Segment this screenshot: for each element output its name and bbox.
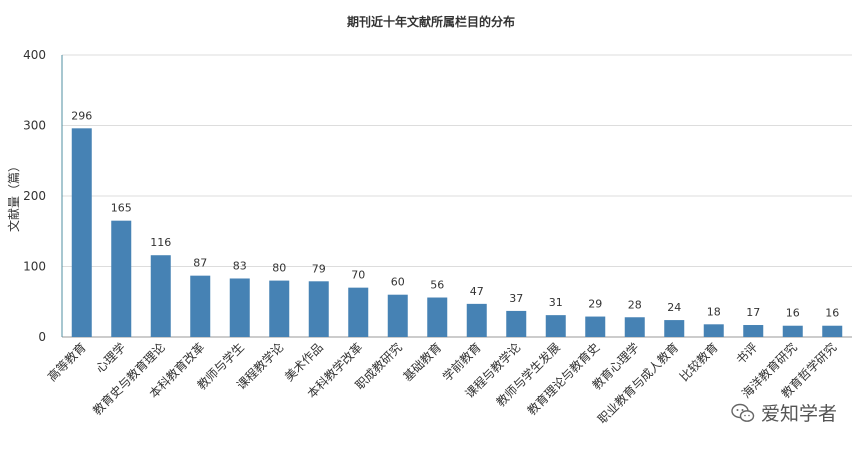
data-label: 83 xyxy=(233,259,247,272)
data-label: 18 xyxy=(707,305,721,318)
x-tick-label: 高等教育 xyxy=(44,340,89,385)
data-label: 29 xyxy=(588,298,602,311)
data-label: 17 xyxy=(746,306,760,319)
data-label: 70 xyxy=(351,269,365,282)
data-label: 24 xyxy=(667,301,681,314)
data-labels-layer: 296 165 116 87 83 80 79 70 60 56 47 37 31 29 28 24 18 17 1… xyxy=(71,109,839,319)
data-label: 47 xyxy=(470,285,484,298)
bar[interactable] xyxy=(387,294,408,337)
data-label: 16 xyxy=(825,307,839,320)
bar[interactable] xyxy=(585,316,606,337)
bar[interactable] xyxy=(782,325,803,337)
bar[interactable] xyxy=(150,255,171,337)
y-tick-label: 200 xyxy=(23,189,46,203)
x-tick-label: 比较教育 xyxy=(676,340,721,385)
bar[interactable] xyxy=(190,275,211,337)
bar[interactable] xyxy=(545,315,566,337)
bar[interactable] xyxy=(348,287,369,337)
data-label: 296 xyxy=(71,109,92,122)
data-label: 60 xyxy=(391,276,405,289)
watermark: 爱知学者 xyxy=(731,399,837,426)
bar[interactable] xyxy=(427,297,448,337)
bars-layer xyxy=(71,128,843,337)
bar[interactable] xyxy=(269,280,290,337)
data-label: 79 xyxy=(312,262,326,275)
x-tick-label: 基础教育 xyxy=(400,340,445,385)
bar[interactable] xyxy=(308,281,329,337)
bar[interactable] xyxy=(743,325,764,337)
y-tick-label: 400 xyxy=(23,48,46,62)
bar[interactable] xyxy=(703,324,724,337)
data-label: 80 xyxy=(272,262,286,275)
data-label: 87 xyxy=(193,257,207,270)
watermark-text: 爱知学者 xyxy=(760,403,837,425)
x-tick-label: 心理学 xyxy=(92,340,128,376)
bar[interactable] xyxy=(506,310,527,337)
bar[interactable] xyxy=(71,128,92,337)
bar[interactable] xyxy=(229,278,250,337)
x-tick-label: 教育理论与教育史 xyxy=(524,340,602,418)
grid-layer: 0 100 200 300 400 xyxy=(23,48,852,344)
x-tick-labels-layer: 高等教育 心理学教育史与教育理论本科教育改革教师与学生课程教学论美术作品本科教学改… xyxy=(44,340,839,427)
y-tick-label: 300 xyxy=(23,119,46,133)
data-label: 31 xyxy=(549,296,563,309)
data-label: 16 xyxy=(786,307,800,320)
bar[interactable] xyxy=(822,325,843,337)
x-tick-label: 书评 xyxy=(733,340,760,367)
bar[interactable] xyxy=(664,320,685,337)
data-label: 165 xyxy=(111,202,132,215)
data-label: 116 xyxy=(150,236,171,249)
bar[interactable] xyxy=(111,220,132,337)
wechat-icon xyxy=(731,403,755,422)
data-label: 28 xyxy=(628,298,642,311)
data-label: 56 xyxy=(430,279,444,292)
bar[interactable] xyxy=(466,303,487,337)
bar[interactable] xyxy=(624,317,645,337)
x-tick-label: 教育史与教育理论 xyxy=(89,340,167,418)
y-axis-title: 文献量（篇） xyxy=(6,160,21,232)
y-tick-label: 100 xyxy=(23,260,46,274)
data-label: 37 xyxy=(509,292,523,305)
chart-title: 期刊近十年文献所属栏目的分布 xyxy=(347,14,515,29)
y-tick-label: 0 xyxy=(38,330,46,344)
